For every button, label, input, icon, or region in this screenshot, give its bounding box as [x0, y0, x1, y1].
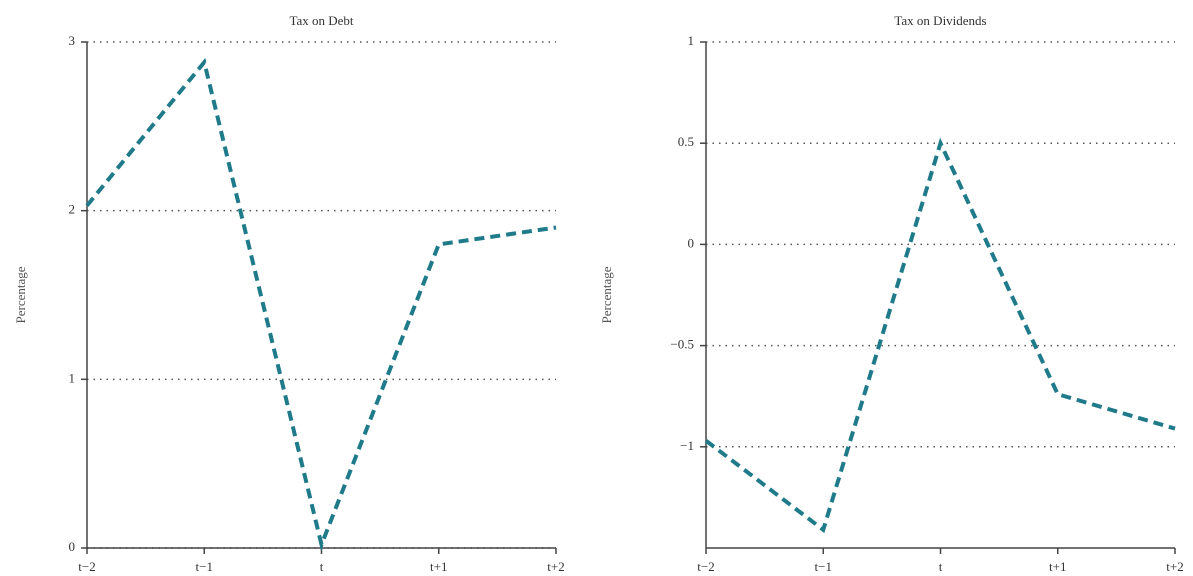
y-tick-label: 3	[69, 33, 76, 48]
y-tick-label: 1	[688, 33, 695, 48]
y-tick-label: 2	[69, 202, 76, 217]
x-tick-label: t−2	[697, 559, 714, 574]
y-tick-label: 0.5	[678, 134, 694, 149]
x-tick-label: t−1	[815, 559, 832, 574]
data-line	[704, 137, 1176, 534]
x-tick-label: t−1	[196, 559, 213, 574]
x-tick-label: t−2	[78, 559, 95, 574]
y-axis-label: Percentage	[599, 266, 614, 323]
chart: Tax on Dividends Percentage −1 −0.5 0 0.5 1 t−2…	[599, 13, 1184, 574]
y-tick-label: −0.5	[670, 337, 694, 352]
x-tick-label: t+1	[430, 559, 447, 574]
chart-title: Tax on Dividends	[894, 13, 986, 28]
x-tick-label: t+1	[1049, 559, 1066, 574]
y-tick-label: 0	[688, 235, 695, 250]
x-tick-label: t+2	[547, 559, 564, 574]
x-tick-label: t	[320, 559, 324, 574]
x-tick-label: t+2	[1166, 559, 1183, 574]
y-tick-label: 1	[69, 370, 76, 385]
y-axis-label: Percentage	[13, 266, 28, 323]
y-tick-label: 0	[69, 539, 76, 554]
x-tick-label: t	[939, 559, 943, 574]
chart-title: Tax on Debt	[289, 13, 353, 28]
y-tick-label: −1	[680, 438, 694, 453]
data-line	[85, 57, 557, 552]
chart: Tax on Debt Percentage 0 1 2 3 t−2 t−1 t t+1 t+2	[13, 13, 565, 574]
